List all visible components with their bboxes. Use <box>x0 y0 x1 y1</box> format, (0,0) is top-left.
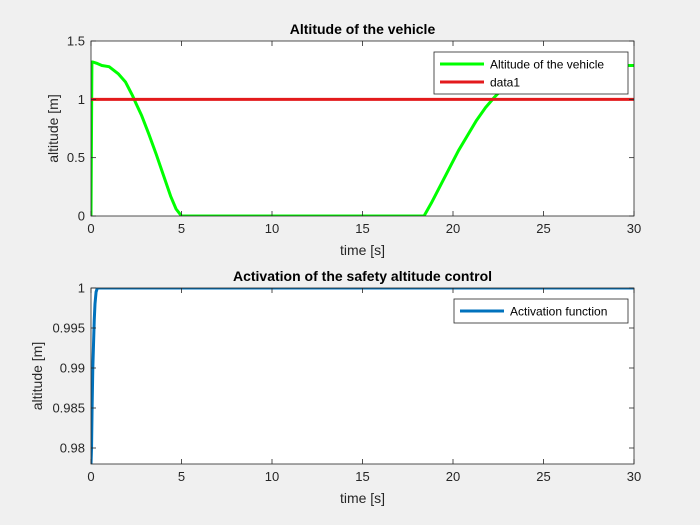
legend-label-1: Altitude of the vehicle <box>490 58 604 72</box>
plot-2: 0 5 10 15 20 25 30 0.98 0.985 0.99 0.995 1 Activatio… <box>29 268 641 506</box>
y-tick-label: 0.985 <box>52 401 85 416</box>
y-tick-label: 0.99 <box>60 361 85 376</box>
chart-title: Altitude of the vehicle <box>290 21 436 37</box>
x-tick-label: 20 <box>446 469 460 484</box>
y-tick-label: 0 <box>78 209 85 224</box>
y-tick-label: 1 <box>78 92 85 107</box>
series-group <box>91 60 634 216</box>
legend-box <box>433 51 629 95</box>
legend-label-1: Activation function <box>510 305 607 319</box>
x-tick-label: 5 <box>178 221 185 236</box>
x-tick-label: 15 <box>355 221 369 236</box>
chart-title: Activation of the safety altitude contro… <box>233 268 492 284</box>
y-axis-label: altitude [m] <box>29 342 45 410</box>
x-tick-label: 0 <box>87 221 94 236</box>
y-axis-label: altitude [m] <box>45 94 61 162</box>
x-axis-label: time [s] <box>340 242 385 258</box>
y-tick-label: 0.5 <box>67 150 85 165</box>
series-line-1 <box>91 288 634 464</box>
series-group <box>91 288 634 464</box>
y-tick-label: 0.995 <box>52 321 85 336</box>
y-tick-label: 1 <box>78 281 85 296</box>
legend: Altitude of the vehicle data1 <box>433 51 629 95</box>
series-line-1 <box>91 60 634 216</box>
y-tick-label: 0.98 <box>60 441 85 456</box>
x-tick-label: 30 <box>627 221 641 236</box>
x-tick-label: 20 <box>446 221 460 236</box>
legend: Activation function <box>453 298 629 324</box>
plot-1: 0 5 10 15 20 25 30 0 0.5 1 1.5 Altitude of the vehi… <box>45 21 641 258</box>
x-tick-label: 10 <box>265 221 279 236</box>
x-tick-label: 25 <box>536 221 550 236</box>
x-tick-label: 15 <box>355 469 369 484</box>
x-tick-label: 0 <box>87 469 94 484</box>
x-axis-label: time [s] <box>340 490 385 506</box>
x-tick-label: 10 <box>265 469 279 484</box>
legend-label-2: data1 <box>490 76 520 90</box>
x-tick-label: 30 <box>627 469 641 484</box>
x-tick-label: 25 <box>536 469 550 484</box>
y-tick-label: 1.5 <box>67 34 85 49</box>
x-tick-label: 5 <box>178 469 185 484</box>
